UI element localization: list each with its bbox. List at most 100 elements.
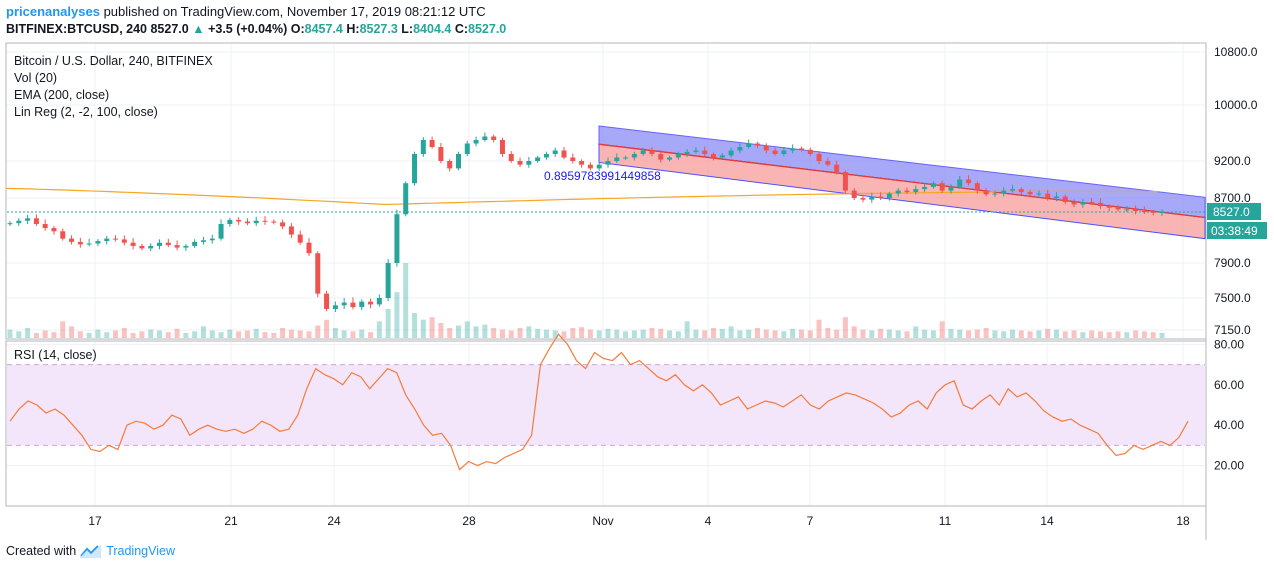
volume-bar-80	[711, 328, 717, 338]
candle-body-23	[209, 238, 215, 241]
volume-bar-30	[271, 333, 277, 338]
volume-bar-128	[1133, 330, 1139, 338]
volume-bar-71	[631, 330, 637, 338]
author-name[interactable]: pricenanalyses	[6, 4, 100, 19]
price-tick-6: 7150.0	[1214, 323, 1251, 337]
volume-bar-123	[1089, 330, 1095, 338]
candle-body-127	[1124, 209, 1130, 211]
candle-body-114	[1010, 189, 1016, 191]
volume-bar-85	[754, 328, 760, 338]
correlation-label: 0.8959783991449858	[544, 169, 661, 183]
candle-body-19	[174, 245, 180, 248]
candle-body-33	[297, 234, 303, 243]
volume-bar-92	[816, 319, 822, 338]
candle-body-12	[113, 238, 119, 240]
price-tick-2: 9200.0	[1214, 154, 1251, 168]
countdown-tag	[1207, 222, 1267, 239]
volume-bar-89	[790, 328, 796, 338]
candle-body-88	[781, 150, 787, 154]
candle-body-126	[1115, 207, 1121, 210]
close-value: 8527.0	[468, 22, 507, 36]
rsi-line	[9, 333, 1189, 471]
candle-body-105	[930, 183, 936, 187]
volume-bar-67	[596, 330, 602, 338]
volume-bar-15	[139, 331, 145, 338]
volume-bar-59	[526, 326, 532, 338]
candle-body-45	[403, 183, 409, 215]
volume-bar-43	[385, 308, 391, 338]
candle-body-62	[552, 150, 558, 154]
volume-bar-116	[1027, 331, 1033, 338]
volume-bar-114	[1010, 329, 1016, 338]
volume-bar-26	[236, 331, 242, 338]
candle-body-58	[517, 161, 523, 165]
candle-body-36	[324, 293, 330, 309]
price-tick-1: 10000.0	[1214, 98, 1258, 112]
volume-bar-21	[192, 331, 198, 338]
candle-body-125	[1106, 206, 1112, 208]
candle-body-21	[192, 241, 198, 246]
candle-body-1	[16, 220, 22, 224]
candle-body-117	[1036, 193, 1042, 195]
time-tick-5: 4	[705, 514, 712, 528]
candle-body-99	[878, 196, 884, 198]
open-value: 8457.4	[304, 22, 343, 36]
candle-body-97	[860, 198, 866, 200]
volume-bar-98	[869, 330, 875, 338]
candle-body-89	[790, 148, 796, 151]
volume-bar-61	[543, 329, 549, 338]
candle-body-30	[271, 221, 277, 223]
volume-bar-112	[992, 330, 998, 338]
linreg-channel	[598, 125, 1206, 240]
channel-mid-line	[598, 143, 1206, 219]
volume-bar-51	[455, 325, 461, 338]
candle-body-37	[332, 305, 338, 309]
candle-body-46	[412, 154, 418, 184]
volume-bar-115	[1018, 330, 1024, 338]
volume-bar-75	[667, 330, 673, 338]
candle-body-43	[385, 263, 391, 298]
volume-bar-27	[244, 330, 250, 338]
candle-body-113	[1001, 190, 1007, 194]
close-label: C:	[454, 22, 469, 36]
time-tick-9: 18	[1176, 514, 1190, 528]
candle-body-66	[587, 164, 593, 169]
time-tick-7: 11	[939, 514, 952, 528]
rsi-tick-1: 60.00	[1214, 378, 1244, 392]
tradingview-logo-icon	[80, 544, 102, 558]
candle-body-26	[236, 219, 242, 222]
candle-body-87	[772, 150, 778, 154]
created-with-label: Created with	[6, 544, 77, 558]
candle-body-101	[895, 190, 901, 194]
volume-bar-65	[579, 327, 585, 338]
time-tick-3: 28	[462, 514, 476, 528]
volume-bar-107	[948, 328, 954, 338]
volume-bar-52	[464, 321, 470, 338]
volume-bar-121	[1071, 330, 1077, 338]
candle-body-119	[1053, 196, 1059, 198]
candle-body-130	[1150, 211, 1156, 213]
candle-body-40	[359, 301, 365, 308]
volume-bar-122	[1080, 332, 1086, 338]
candle-body-27	[244, 221, 250, 224]
candle-body-112	[992, 193, 998, 195]
volume-bar-91	[807, 330, 813, 338]
candle-body-0	[7, 223, 13, 225]
candle-body-31	[280, 222, 286, 227]
candle-body-76	[675, 154, 681, 158]
volume-bar-33	[297, 330, 303, 338]
tradingview-brand-link[interactable]: TradingView	[106, 544, 175, 558]
candle-body-124	[1097, 202, 1103, 207]
low-value: 8404.4	[413, 22, 452, 36]
volume-bar-58	[517, 328, 523, 338]
volume-bar-12	[113, 330, 119, 338]
volume-bar-29	[262, 332, 268, 338]
legend-linreg: Lin Reg (2, -2, 100, close)	[14, 105, 158, 119]
candle-body-10	[95, 241, 101, 244]
volume-bar-130	[1150, 332, 1156, 338]
volume-bar-45	[403, 263, 409, 338]
candle-body-116	[1027, 192, 1033, 195]
volume-bar-11	[104, 332, 110, 338]
candle-body-14	[130, 242, 136, 246]
